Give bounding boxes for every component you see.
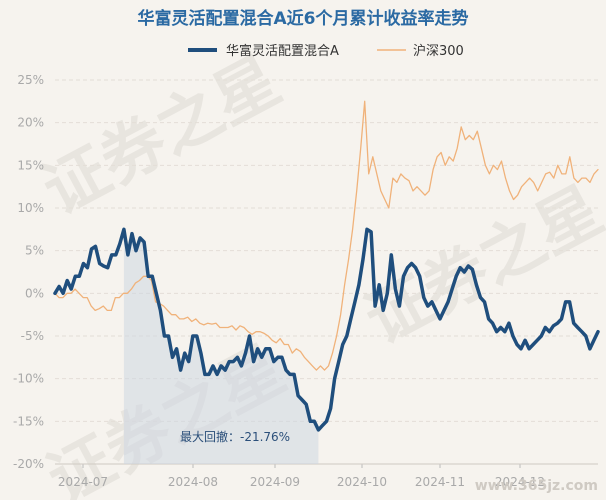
x-tick-label: 2024-09 bbox=[250, 475, 300, 489]
y-tick-label: -5% bbox=[21, 329, 44, 343]
y-tick-label: 10% bbox=[17, 201, 44, 215]
series-line-fund bbox=[53, 227, 600, 432]
x-tick-label: 2024-07 bbox=[58, 475, 108, 489]
max-drawdown-label: 最大回撤：-21.76% bbox=[180, 429, 290, 444]
brand-watermark: www.365jz.com bbox=[475, 478, 598, 494]
y-tick-label: -20% bbox=[13, 457, 44, 471]
y-tick-label: 20% bbox=[17, 116, 44, 130]
legend-hs300-label: 沪深300 bbox=[413, 43, 464, 59]
y-tick-label: -10% bbox=[13, 372, 44, 386]
x-tick-label: 2024-12 bbox=[495, 475, 545, 489]
drawdown-region bbox=[123, 229, 319, 464]
y-tick-label: 0% bbox=[25, 286, 44, 300]
watermark-top: 证券之星 bbox=[32, 44, 293, 230]
legend: 华富灵活配置混合A 沪深300 bbox=[188, 43, 464, 59]
legend-fund-label: 华富灵活配置混合A bbox=[226, 43, 339, 59]
chart-title: 华富灵活配置混合A近6个月累计收益率走势 bbox=[138, 8, 469, 29]
x-axis: 2024-07 2024-08 2024-09 2024-10 2024-11 2024-… bbox=[55, 463, 598, 489]
x-tick-label: 2024-11 bbox=[415, 475, 465, 489]
y-axis: 25% 20% 15% 10% 5% 0% -5% -10% -15% -20% bbox=[13, 73, 44, 471]
y-tick-label: 15% bbox=[17, 158, 44, 172]
y-tick-label: 25% bbox=[17, 73, 44, 87]
series-line-hs300 bbox=[54, 100, 599, 371]
x-tick-label: 2024-08 bbox=[168, 475, 218, 489]
series-lines bbox=[53, 100, 600, 432]
x-tick-label: 2024-10 bbox=[337, 475, 387, 489]
drawdown-area bbox=[123, 229, 319, 464]
y-tick-label: -15% bbox=[13, 414, 44, 428]
y-tick-label: 5% bbox=[25, 244, 44, 258]
